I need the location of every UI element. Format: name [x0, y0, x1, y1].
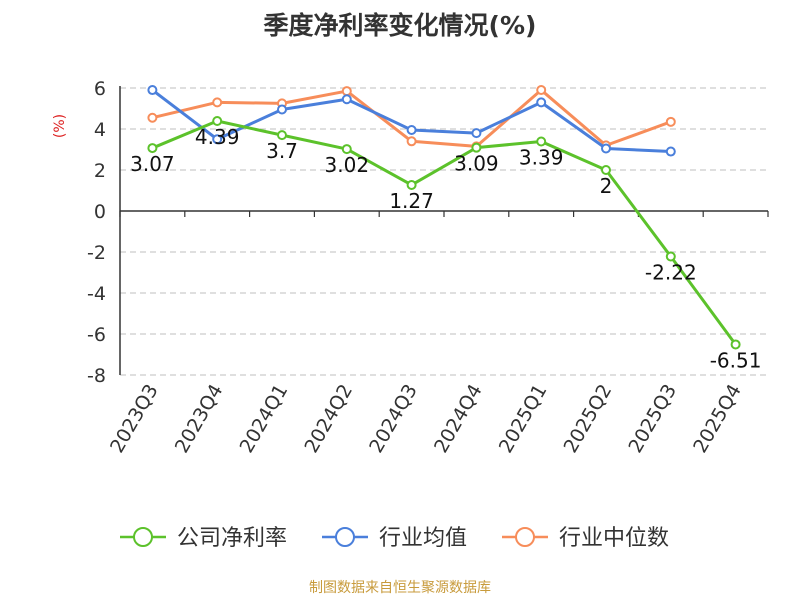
x-tick-label: 2025Q3 [624, 381, 681, 457]
x-tick-label: 2024Q2 [300, 381, 357, 457]
data-point [665, 116, 676, 127]
data-point [536, 97, 547, 108]
data-point [341, 94, 352, 105]
x-tick-label: 2025Q2 [560, 381, 617, 457]
x-tick-label: 2024Q4 [430, 381, 487, 457]
data-point [341, 86, 352, 97]
data-point [665, 146, 676, 157]
chart-title: 季度净利率变化情况(%) [264, 11, 537, 40]
legend-swatch-marker [515, 527, 535, 547]
data-point [601, 143, 611, 154]
y-tick-label: 0 [94, 201, 106, 223]
y-tick-label: -2 [87, 242, 106, 264]
y-tick-label: -4 [87, 283, 106, 305]
data-point [730, 339, 741, 350]
y-tick-label: 4 [94, 119, 106, 141]
y-tick-label: 6 [94, 78, 106, 100]
y-axis-label: (%) [52, 114, 68, 138]
x-tick-label: 2024Q1 [236, 381, 293, 457]
data-point [471, 128, 482, 139]
data-label: 3.7 [266, 139, 298, 163]
x-tick-label: 2023Q3 [106, 381, 163, 457]
legend: 公司净利率 行业均值 行业中位数 [120, 526, 669, 551]
series-layer [147, 85, 741, 350]
x-tick-label: 2025Q4 [689, 381, 746, 457]
y-tick-label: -8 [87, 365, 106, 387]
legend-label: 行业中位数 [559, 526, 669, 551]
legend-label: 行业均值 [379, 526, 467, 551]
y-tick-label: -6 [87, 324, 106, 346]
data-point [536, 136, 547, 147]
data-label: 4.39 [195, 125, 240, 149]
data-point [406, 136, 417, 147]
legend-swatch-marker [133, 527, 153, 547]
data-point [341, 144, 352, 155]
data-point [406, 179, 417, 190]
data-point [277, 130, 287, 141]
data-point [536, 85, 547, 96]
data-label: -2.22 [645, 261, 697, 285]
data-label: 1.27 [389, 189, 434, 213]
data-point [212, 134, 223, 145]
data-label: 3.02 [325, 153, 370, 177]
data-point [212, 97, 223, 108]
data-label: -6.51 [710, 348, 762, 372]
data-point [147, 85, 158, 96]
series-line [151, 119, 737, 346]
data-point [665, 251, 676, 262]
data-point [277, 104, 287, 115]
data-point [406, 125, 417, 136]
legend-label: 公司净利率 [177, 526, 287, 551]
data-point [212, 116, 223, 127]
data-label: 3.39 [519, 146, 564, 170]
grid-layer [120, 87, 768, 376]
data-point [601, 165, 611, 175]
x-tick-label: 2023Q4 [171, 381, 228, 457]
data-label: 3.09 [454, 152, 499, 176]
y-tick-label: 2 [94, 160, 106, 182]
data-label-layer: 3.07 4.39 3.7 3.02 1.27 3.09 3.39 2 -2.22 -6.51 [130, 125, 761, 372]
data-point [147, 112, 158, 123]
data-label: 3.07 [130, 152, 175, 176]
x-tick-label: 2025Q1 [495, 381, 552, 457]
data-point [147, 143, 158, 154]
legend-swatch-marker [335, 527, 355, 547]
x-tick-label: 2024Q3 [365, 381, 422, 457]
data-point [471, 142, 482, 153]
source-note: 制图数据来自恒生聚源数据库 [309, 580, 491, 596]
data-label: 2 [600, 174, 613, 198]
